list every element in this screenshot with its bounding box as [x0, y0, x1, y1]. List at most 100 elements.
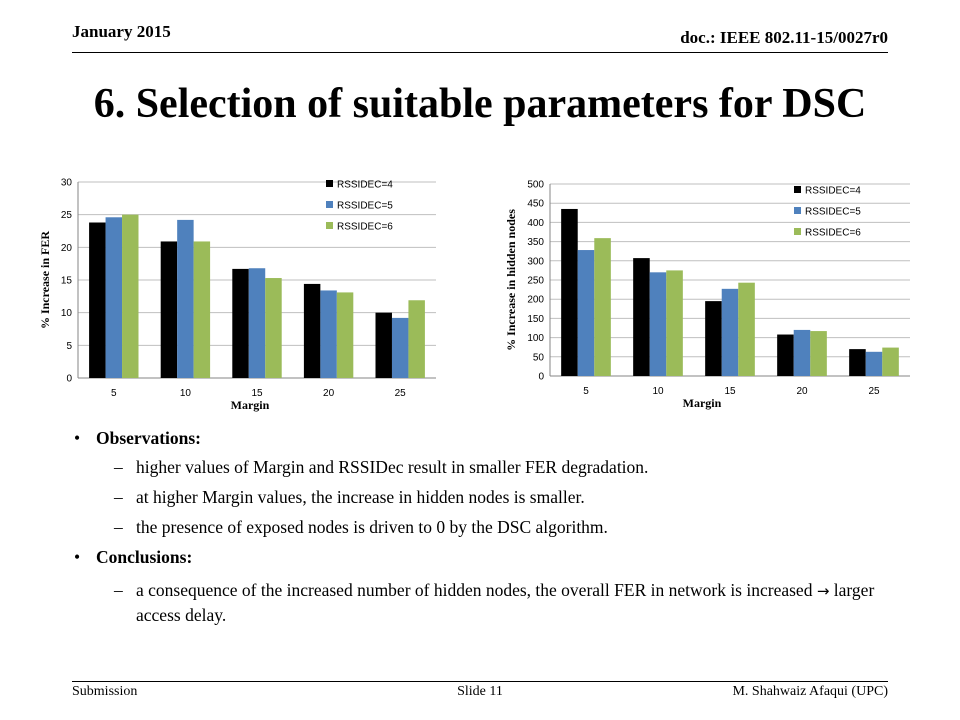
observation-text: higher values of Margin and RSSIDec resu… — [136, 457, 649, 477]
footer-author: M. Shahwaiz Afaqui (UPC) — [732, 684, 888, 699]
bar — [865, 351, 883, 376]
legend-label: RSSIDEC=5 — [805, 207, 861, 218]
y-tick-label: 0 — [538, 372, 544, 383]
legend-swatch — [794, 186, 801, 193]
y-tick-label: 300 — [527, 256, 544, 267]
y-tick-label: 200 — [527, 295, 544, 306]
y-axis-title: % Increase in hidden nodes — [504, 209, 518, 351]
x-axis-title: Margin — [683, 396, 722, 410]
legend-label: RSSIDEC=4 — [805, 186, 861, 197]
observation-item: – the presence of exposed nodes is drive… — [72, 515, 902, 539]
slide-body: • Observations: – higher values of Margi… — [72, 428, 902, 627]
legend-label: RSSIDEC=6 — [337, 222, 393, 233]
bar — [408, 300, 425, 378]
y-tick-label: 30 — [61, 178, 73, 189]
x-tick-label: 20 — [796, 386, 808, 397]
bar — [265, 278, 282, 378]
bar — [375, 312, 392, 378]
bar — [721, 288, 739, 376]
bullet-glyph: • — [74, 428, 81, 448]
bar — [666, 270, 683, 376]
y-tick-label: 0 — [66, 374, 72, 385]
observation-item: – at higher Margin values, the increase … — [72, 485, 902, 509]
bar — [793, 329, 811, 376]
conclusions-heading: • Conclusions: — [72, 547, 902, 568]
observation-item: – higher values of Margin and RSSIDec re… — [72, 455, 902, 479]
observations-heading: • Observations: — [72, 428, 902, 449]
dash-glyph: – — [114, 457, 123, 477]
bar — [649, 272, 667, 376]
bar — [105, 217, 123, 378]
bar — [160, 241, 178, 378]
observation-text: the presence of exposed nodes is driven … — [136, 517, 608, 537]
y-tick-label: 450 — [527, 199, 544, 210]
y-tick-label: 25 — [61, 210, 73, 221]
bar — [738, 282, 755, 376]
y-tick-label: 250 — [527, 276, 544, 287]
bar — [561, 208, 578, 376]
legend-swatch — [326, 222, 333, 229]
x-tick-label: 15 — [251, 388, 263, 399]
footer-submission: Submission — [72, 684, 138, 699]
bar — [89, 222, 106, 378]
x-tick-label: 20 — [323, 388, 335, 399]
footer-slide-number: Slide 11 — [457, 684, 503, 699]
y-axis-title: % Increase in FER — [38, 231, 52, 329]
observations-label: Observations: — [96, 428, 201, 448]
chart-hidden-nodes: 0 50 100 150 200 250 300 350 400 450 500 5 10 15 20 25 R… — [504, 180, 910, 410]
legend-label: RSSIDEC=5 — [337, 201, 393, 212]
observation-text: at higher Margin values, the increase in… — [136, 487, 585, 507]
bar — [391, 317, 409, 378]
bar — [320, 290, 337, 378]
x-tick-label: 10 — [652, 386, 664, 397]
y-tick-label: 15 — [61, 276, 73, 287]
chart-fer: 0 5 10 15 20 25 30 5 10 15 20 25 RSSIDEC=4 RSSIDEC=5 R… — [38, 178, 436, 412]
dash-glyph: – — [114, 517, 123, 537]
y-tick-label: 350 — [527, 237, 544, 248]
slide-title: 6. Selection of suitable parameters for … — [93, 81, 867, 127]
bar — [232, 268, 249, 378]
y-tick-label: 20 — [61, 243, 73, 254]
legend-swatch — [794, 228, 801, 235]
bar — [193, 241, 211, 378]
bar — [336, 292, 354, 378]
y-tick-label: 150 — [527, 314, 544, 325]
header-date: January 2015 — [72, 22, 171, 41]
legend-swatch — [794, 207, 801, 214]
x-tick-label: 25 — [395, 388, 407, 399]
bar — [594, 238, 611, 376]
x-tick-label: 10 — [180, 388, 192, 399]
bar — [122, 214, 139, 378]
bar — [849, 349, 866, 376]
legend-label: RSSIDEC=6 — [805, 228, 861, 239]
bar — [810, 331, 827, 376]
bar — [633, 258, 650, 376]
bar — [577, 250, 595, 376]
y-tick-label: 5 — [66, 341, 72, 352]
conclusions-label: Conclusions: — [96, 547, 193, 567]
footer-divider — [72, 681, 888, 682]
header-divider — [72, 52, 888, 53]
y-tick-label: 100 — [527, 333, 544, 344]
header-doc-id: doc.: IEEE 802.11-15/0027r0 — [680, 28, 888, 47]
conclusion-item: – a consequence of the increased number … — [72, 578, 902, 627]
x-tick-label: 15 — [724, 386, 736, 397]
y-tick-label: 10 — [61, 308, 73, 319]
y-tick-label: 50 — [533, 352, 545, 363]
conclusion-text-start: a consequence of the increased number of… — [136, 580, 817, 600]
dash-glyph: – — [114, 487, 123, 507]
bullet-glyph: • — [74, 547, 81, 567]
bar — [777, 334, 794, 376]
conclusion-text-end: larger access delay. — [136, 580, 875, 625]
x-tick-label: 25 — [868, 386, 880, 397]
bar — [177, 219, 194, 378]
x-axis-title: Margin — [231, 398, 270, 412]
x-tick-label: 5 — [111, 388, 117, 399]
x-tick-label: 5 — [583, 386, 589, 397]
legend-swatch — [326, 180, 333, 187]
bar — [882, 347, 899, 376]
dash-glyph: – — [114, 580, 123, 600]
legend-swatch — [326, 201, 333, 208]
legend-label: RSSIDEC=4 — [337, 180, 393, 191]
right-arrow-icon: → — [816, 582, 830, 600]
